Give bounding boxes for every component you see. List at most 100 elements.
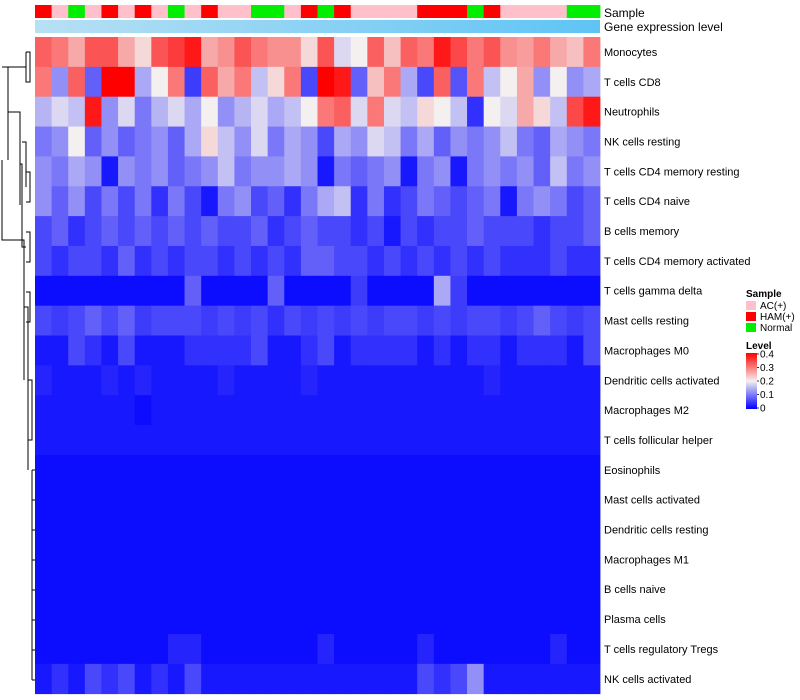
heatmap-cell	[251, 66, 269, 98]
heatmap-cell	[334, 335, 352, 366]
heatmap-cell	[35, 305, 53, 336]
heatmap-cell	[533, 365, 551, 396]
heatmap-cell	[317, 634, 335, 665]
heatmap-cell	[134, 37, 152, 68]
heatmap-cell	[500, 425, 518, 456]
heatmap-cell	[251, 454, 269, 486]
heatmap-cell	[417, 305, 435, 336]
heatmap-cell	[35, 96, 53, 127]
heatmap-cell	[400, 275, 418, 307]
heatmap-cell	[350, 245, 368, 277]
heatmap-cell	[550, 66, 568, 98]
heatmap-cell	[583, 425, 601, 456]
heatmap-cell	[433, 395, 451, 426]
heatmap-cell	[284, 604, 302, 635]
sample-annotation-cell	[134, 5, 152, 18]
dendrogram-branch	[32, 469, 35, 681]
legend-sample-title: Sample	[746, 289, 782, 300]
heatmap-cell	[267, 365, 285, 396]
heatmap-cell	[533, 604, 551, 635]
heatmap-cell	[284, 663, 302, 695]
heatmap-cell	[350, 574, 368, 605]
heatmap-cell	[251, 663, 269, 695]
heatmap-cell	[350, 305, 368, 336]
heatmap-cell	[217, 604, 235, 635]
row-label: B cells naive	[604, 584, 666, 596]
heatmap-cell	[201, 514, 219, 545]
heatmap-cell	[251, 634, 269, 665]
heatmap-cell	[450, 37, 468, 68]
heatmap-cell	[483, 96, 501, 127]
heatmap-cell	[400, 37, 418, 68]
heatmap-cell	[84, 66, 102, 98]
heatmap-cell	[483, 275, 501, 307]
heatmap-cell	[134, 454, 152, 486]
heatmap-cell	[467, 604, 485, 635]
heatmap-cell	[284, 96, 302, 127]
heatmap-cell	[367, 66, 385, 98]
heatmap-cell	[84, 604, 102, 635]
heatmap-cell	[151, 365, 169, 396]
heatmap-cell	[284, 365, 302, 396]
heatmap-cell	[533, 663, 551, 695]
sample-annotation-cell	[51, 5, 69, 18]
heatmap-cell	[151, 37, 169, 68]
heatmap-cell	[267, 454, 285, 486]
heatmap-cell	[417, 425, 435, 456]
heatmap-cell	[433, 126, 451, 157]
heatmap-cell	[68, 216, 86, 247]
heatmap-cell	[566, 96, 584, 127]
heatmap-cell	[566, 604, 584, 635]
heatmap-cell	[284, 634, 302, 665]
heatmap-cell	[500, 544, 518, 575]
heatmap-cell	[417, 634, 435, 665]
heatmap-cell	[450, 634, 468, 665]
legend-sample-label: HAM(+)	[760, 312, 795, 323]
heatmap-cell	[217, 126, 235, 157]
heatmap-cell	[500, 663, 518, 695]
heatmap-cell	[167, 96, 185, 127]
heatmap-cell	[500, 634, 518, 665]
heatmap-cell	[550, 37, 568, 68]
heatmap-cell	[500, 454, 518, 486]
heatmap-cell	[533, 425, 551, 456]
heatmap-cell	[433, 634, 451, 665]
heatmap-cell	[450, 574, 468, 605]
heatmap-cell	[550, 245, 568, 277]
heatmap-cell	[417, 544, 435, 575]
heatmap-cell	[300, 484, 318, 515]
heatmap-cell	[35, 514, 53, 545]
heatmap-cell	[300, 395, 318, 426]
heatmap-cell	[167, 66, 185, 98]
heatmap-cell	[217, 365, 235, 396]
heatmap-cell	[500, 37, 518, 68]
heatmap-cell	[217, 514, 235, 545]
heatmap-cell	[533, 96, 551, 127]
heatmap-cell	[500, 514, 518, 545]
heatmap-cell	[483, 395, 501, 426]
heatmap-cell	[151, 604, 169, 635]
heatmap-cell	[467, 245, 485, 277]
heatmap-cell	[383, 335, 401, 366]
heatmap-cell	[300, 275, 318, 307]
level-tick-label: 0	[760, 404, 766, 415]
heatmap-cell	[284, 454, 302, 486]
heatmap-cell	[234, 37, 252, 68]
heatmap-cell	[118, 484, 136, 515]
heatmap-cell	[350, 544, 368, 575]
heatmap-cell	[417, 604, 435, 635]
heatmap-cell	[68, 245, 86, 277]
heatmap-cell	[300, 544, 318, 575]
heatmap-cell	[234, 275, 252, 307]
heatmap-cell	[417, 275, 435, 307]
heatmap-cell	[450, 126, 468, 157]
heatmap-cell	[350, 216, 368, 247]
heatmap-cell	[251, 126, 269, 157]
heatmap-cell	[417, 126, 435, 157]
heatmap-cell	[167, 37, 185, 68]
heatmap-cell	[134, 126, 152, 157]
heatmap-cell	[533, 275, 551, 307]
dendrogram-branch	[14, 239, 25, 380]
heatmap-cell	[51, 574, 69, 605]
row-label: T cells regulatory Tregs	[604, 644, 719, 656]
